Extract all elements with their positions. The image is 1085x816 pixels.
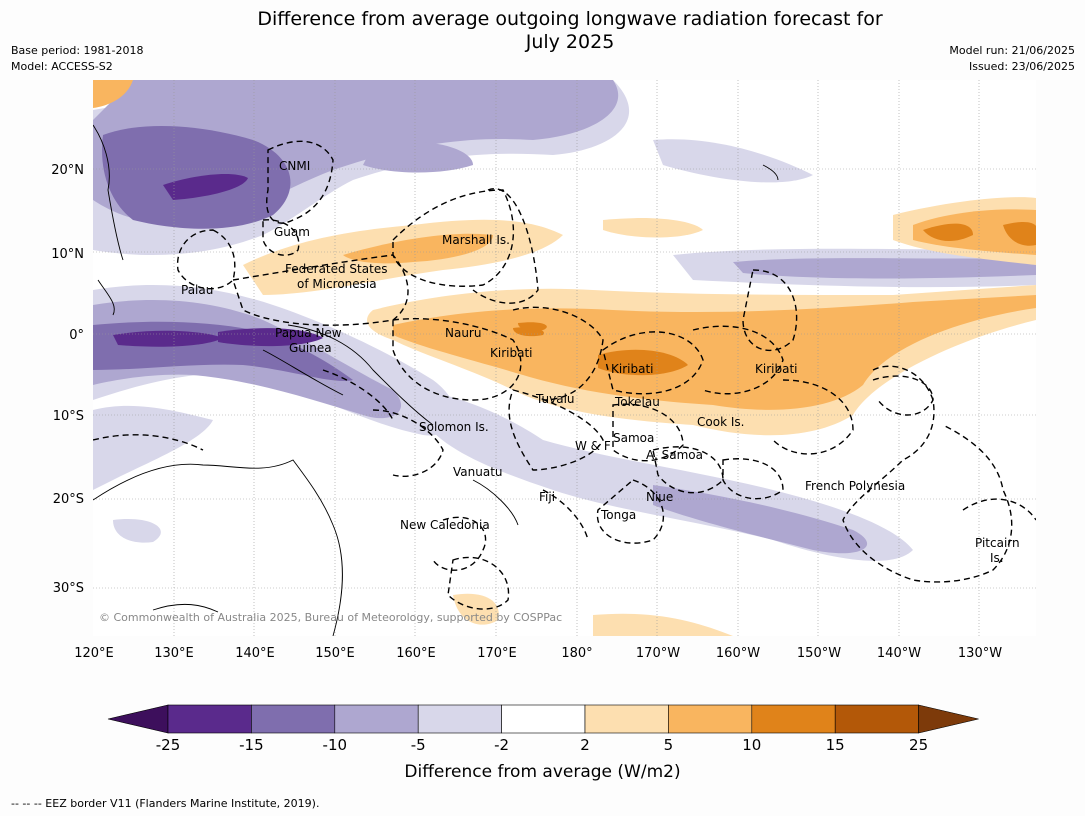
place-labels: CNMI Guam Marshall Is. Federated States … xyxy=(181,159,1020,565)
label-fiji: Fiji xyxy=(539,490,555,504)
lat-tick-20n: 20°N xyxy=(51,163,84,178)
coastlines xyxy=(93,124,779,636)
label-vanuatu: Vanuatu xyxy=(453,465,503,479)
colorbar-segments xyxy=(107,704,979,734)
colorbar-tick: -10 xyxy=(323,736,348,754)
label-pitcairn-line1: Pitcairn xyxy=(975,536,1020,550)
colorbar-tick: 10 xyxy=(742,736,761,754)
forecast-map: CNMI Guam Marshall Is. Federated States … xyxy=(93,80,1036,636)
label-palau: Palau xyxy=(181,283,213,297)
colorbar-segment xyxy=(251,704,336,734)
label-samoa: Samoa xyxy=(613,431,654,445)
lon-tick-130e: 130°E xyxy=(154,646,194,661)
colorbar-arrow-low xyxy=(107,704,169,734)
graticule xyxy=(93,80,1036,636)
label-tonga: Tonga xyxy=(600,508,636,522)
eez-borders xyxy=(93,140,1036,610)
label-pitcairn-line2: Is. xyxy=(990,551,1004,565)
lon-tick-150e: 150°E xyxy=(315,646,355,661)
meta-right: Model run: 21/06/2025 Issued: 23/06/2025 xyxy=(949,43,1075,75)
colorbar-segment xyxy=(668,704,753,734)
label-kiribati-central: Kiribati xyxy=(611,362,653,376)
label-guam: Guam xyxy=(274,225,310,239)
model-name: Model: ACCESS-S2 xyxy=(11,60,113,73)
lon-tick-130w: 130°W xyxy=(958,646,1002,661)
lat-tick-0: 0° xyxy=(69,328,84,343)
label-new-caledonia: New Caledonia xyxy=(400,518,490,532)
colorbar-segment xyxy=(334,704,419,734)
label-kiribati-east: Kiribati xyxy=(755,362,797,376)
colorbar-label: Difference from average (W/m2) xyxy=(404,762,681,782)
colorbar-tick: 15 xyxy=(826,736,845,754)
lon-tick-180: 180° xyxy=(561,646,592,661)
label-png-line2: Guinea xyxy=(289,341,332,355)
lon-tick-140e: 140°E xyxy=(235,646,275,661)
lat-tick-10s: 10°S xyxy=(53,409,84,424)
negative-anomaly-field xyxy=(93,80,1036,561)
label-cook: Cook Is. xyxy=(697,415,744,429)
colorbar-tick: -25 xyxy=(156,736,181,754)
map-title: Difference from average outgoing longwav… xyxy=(170,8,970,54)
lat-tick-10n: 10°N xyxy=(51,247,84,262)
label-png-line1: Papua New xyxy=(275,326,342,340)
colorbar-tick: -15 xyxy=(239,736,264,754)
label-american-samoa: A. Samoa xyxy=(646,448,703,462)
issued-date: Issued: 23/06/2025 xyxy=(968,60,1075,73)
label-marshall: Marshall Is. xyxy=(442,233,510,247)
colorbar-segment xyxy=(834,704,919,734)
colorbar-tick: 2 xyxy=(580,736,590,754)
eez-footnote: -- -- -- EEZ border V11 (Flanders Marine… xyxy=(11,797,320,810)
colorbar-tick: -5 xyxy=(411,736,426,754)
label-fsm-line2: of Micronesia xyxy=(297,277,377,291)
label-niue: Niue xyxy=(646,490,673,504)
base-period: Base period: 1981-2018 xyxy=(11,44,144,57)
label-tokelau: Tokelau xyxy=(614,395,660,409)
title-line-2: July 2025 xyxy=(525,31,615,53)
label-solomon: Solomon Is. xyxy=(419,420,489,434)
colorbar-segment xyxy=(167,704,252,734)
colorbar-segment xyxy=(751,704,836,734)
colorbar-tick: 25 xyxy=(909,736,928,754)
meta-left: Base period: 1981-2018 Model: ACCESS-S2 xyxy=(11,43,143,75)
copyright-notice: © Commonwealth of Australia 2025, Bureau… xyxy=(99,611,562,624)
lat-tick-20s: 20°S xyxy=(53,492,84,507)
lat-tick-30s: 30°S xyxy=(53,581,84,596)
colorbar-tick: -2 xyxy=(494,736,509,754)
positive-anomaly-field xyxy=(93,80,1036,636)
label-fsm-line1: Federated States xyxy=(285,262,387,276)
colorbar-tick: 5 xyxy=(664,736,674,754)
label-french-polynesia: French Polynesia xyxy=(805,479,905,493)
lon-tick-150w: 150°W xyxy=(797,646,841,661)
label-tuvalu: Tuvalu xyxy=(535,392,575,406)
lon-tick-160w: 160°W xyxy=(716,646,760,661)
model-run: Model run: 21/06/2025 xyxy=(949,44,1075,57)
colorbar-tick-labels: -25 -15 -10 -5 -2 2 5 10 15 25 xyxy=(156,736,928,754)
latitude-ticks: 20°N 10°N 0° 10°S 20°S 30°S xyxy=(51,163,84,596)
lon-tick-170w: 170°W xyxy=(636,646,680,661)
label-nauru: Nauru xyxy=(445,326,481,340)
colorbar-segment xyxy=(417,704,502,734)
lon-tick-170e: 170°E xyxy=(477,646,517,661)
colorbar-segment xyxy=(584,704,669,734)
label-cnmi: CNMI xyxy=(279,159,310,173)
colorbar: -25 -15 -10 -5 -2 2 5 10 15 25 xyxy=(107,704,979,754)
colorbar-arrow-high xyxy=(918,704,979,734)
longitude-ticks: 120°E 130°E 140°E 150°E 160°E 170°E 180°… xyxy=(74,646,1002,661)
title-line-1: Difference from average outgoing longwav… xyxy=(257,8,883,30)
lon-tick-160e: 160°E xyxy=(396,646,436,661)
label-kiribati-west: Kiribati xyxy=(490,346,532,360)
lon-tick-140w: 140°W xyxy=(877,646,921,661)
colorbar-segment xyxy=(501,704,586,734)
lon-tick-120e: 120°E xyxy=(74,646,114,661)
label-wallis-futuna: W & F xyxy=(575,439,611,453)
